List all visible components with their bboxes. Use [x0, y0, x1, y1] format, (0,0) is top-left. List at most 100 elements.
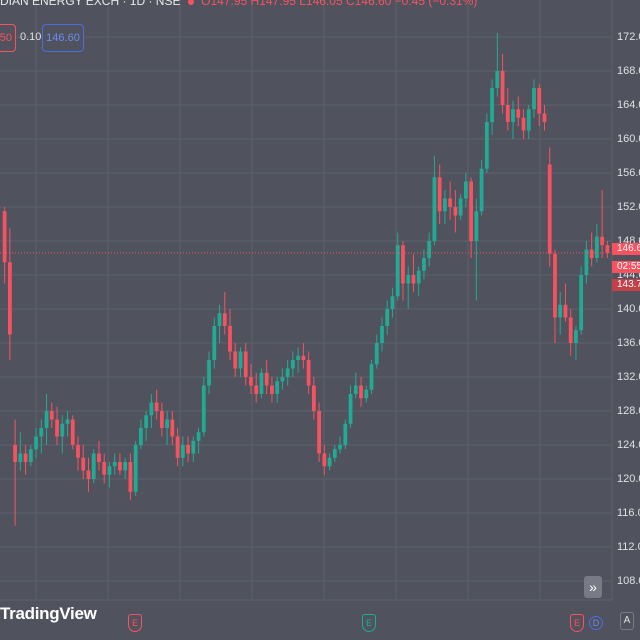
candle-body: [547, 164, 552, 254]
earnings-icon[interactable]: E: [570, 614, 584, 632]
candle-body: [2, 211, 7, 263]
last-price-tag: 146.6: [612, 243, 640, 255]
candle-body: [568, 317, 573, 343]
candle-body: [222, 313, 227, 326]
tradingview-watermark[interactable]: TradingView: [0, 604, 97, 623]
candle-body: [70, 419, 75, 445]
candle-body: [102, 462, 107, 475]
candle-body: [574, 330, 578, 343]
candle-body: [275, 381, 280, 394]
candle-body: [322, 453, 327, 467]
candle-body: [133, 445, 138, 492]
buy-button[interactable]: 146.60: [42, 24, 84, 52]
candle-body: [390, 296, 395, 309]
price-axis-label: 168.0: [617, 65, 640, 77]
candle-body: [427, 241, 432, 258]
price-axis-label: 136.0: [617, 337, 640, 349]
candle-body: [97, 453, 101, 462]
candle-body: [380, 326, 384, 343]
candle-body: [453, 207, 458, 216]
candle-body: [511, 109, 515, 122]
candle-body: [359, 385, 363, 399]
candle-body: [159, 411, 164, 428]
earnings-icon[interactable]: E: [128, 614, 142, 632]
candle-body: [123, 462, 128, 471]
symbol-header: DIAN ENERGY EXCH · 1D · NSE O147.95 H147…: [0, 0, 477, 8]
price-axis-label: 132.0: [617, 371, 640, 383]
candle-body: [144, 415, 149, 428]
candle-body: [589, 249, 594, 258]
candle-body: [332, 449, 337, 458]
candle-body: [23, 453, 28, 462]
candle-body: [364, 389, 369, 399]
candle-body: [401, 245, 405, 284]
candle-body: [526, 109, 531, 131]
candle-body: [406, 275, 411, 284]
candle-body: [270, 385, 274, 394]
candle-body: [595, 236, 599, 258]
candle-body: [605, 245, 610, 253]
spread-value: 0.10: [20, 31, 42, 43]
candle-body: [343, 423, 348, 445]
dividend-icon[interactable]: D: [589, 616, 603, 630]
candle-body: [207, 360, 211, 386]
auto-scale-button[interactable]: A: [620, 612, 634, 630]
candle-body: [437, 177, 442, 212]
candle-body: [149, 402, 154, 416]
candle-body: [516, 109, 521, 118]
candle-body: [280, 377, 285, 382]
candle-body: [521, 117, 526, 131]
candle-body: [28, 449, 33, 462]
candle-body: [385, 309, 390, 326]
candle-body: [484, 122, 489, 169]
candle-body: [463, 181, 468, 199]
candle-body: [249, 377, 253, 386]
candle-body: [422, 258, 426, 271]
candle-body: [254, 385, 259, 394]
candle-body: [139, 428, 143, 445]
candle-body: [196, 432, 201, 441]
candle-body: [542, 113, 547, 122]
candle-body: [296, 355, 301, 360]
candle-body: [374, 343, 379, 365]
candle-body: [233, 351, 238, 369]
candle-body: [348, 394, 353, 424]
candle-body: [291, 360, 295, 369]
candle-body: [259, 372, 264, 394]
candle-body: [416, 270, 421, 284]
earnings-icon[interactable]: E: [362, 614, 376, 632]
candle-body: [186, 445, 190, 454]
candle-body: [91, 453, 96, 479]
candle-body: [34, 436, 38, 450]
candle-body: [86, 470, 91, 479]
price-axis-label: 112.0: [617, 541, 640, 553]
candle-body: [584, 249, 589, 275]
candle-body: [13, 445, 17, 462]
countdown-tag: 02:55: [612, 261, 640, 273]
sell-button[interactable]: 50: [0, 24, 16, 52]
candle-body: [175, 436, 180, 458]
scroll-to-realtime-button[interactable]: »: [584, 576, 602, 598]
candle-body: [180, 445, 185, 458]
candle-body: [553, 253, 557, 318]
candle-body: [107, 466, 112, 475]
candle-body: [65, 419, 70, 424]
price-axis-label: 152.0: [617, 201, 640, 213]
candle-body: [411, 275, 416, 284]
candle-body: [327, 457, 332, 467]
candle-body: [317, 411, 321, 454]
candle-body: [60, 423, 65, 437]
price-axis-label: 172.0: [617, 31, 640, 43]
candle-body: [55, 419, 59, 437]
candle-body: [563, 304, 568, 318]
previous-price-tag: 143.7: [612, 279, 640, 291]
candle-body: [448, 198, 453, 207]
candle-body: [490, 88, 494, 122]
candle-body: [264, 372, 269, 386]
candle-body: [285, 368, 290, 377]
candle-body: [432, 177, 437, 241]
candle-body: [474, 211, 479, 241]
candle-body: [311, 385, 316, 411]
